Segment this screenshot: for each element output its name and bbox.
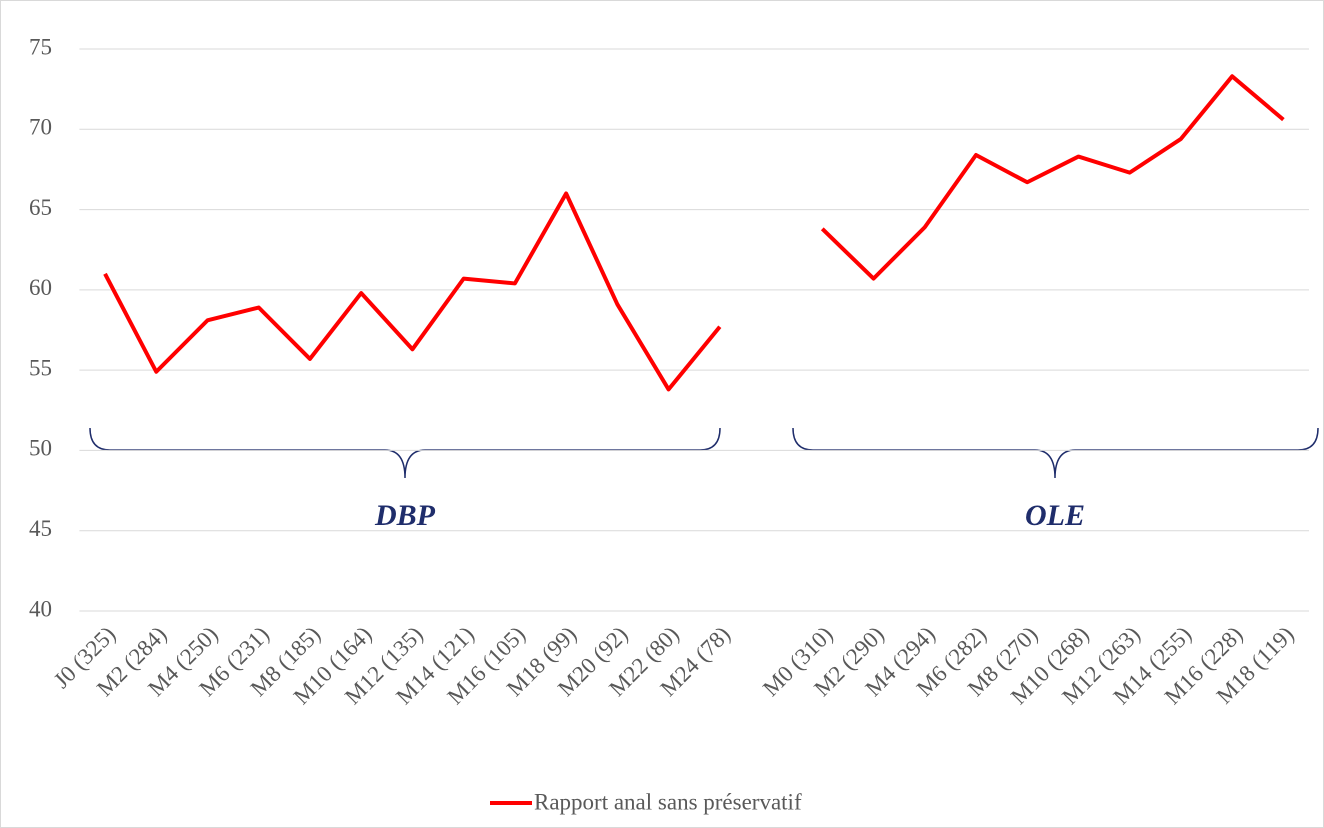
group-label: DBP [374, 499, 436, 532]
y-tick-label: 45 [29, 516, 52, 541]
y-tick-label: 55 [29, 355, 52, 380]
brace [792, 427, 1319, 479]
y-tick-label: 40 [29, 596, 52, 621]
y-tick-label: 65 [29, 195, 52, 220]
y-tick-label: 50 [29, 436, 52, 461]
y-tick-label: 70 [29, 115, 52, 140]
group-label: OLE [1025, 499, 1085, 532]
y-tick-label: 60 [29, 275, 52, 300]
legend-label: Rapport anal sans préservatif [534, 789, 802, 814]
y-tick-label: 75 [29, 34, 52, 59]
brace [89, 427, 721, 479]
line [103, 74, 1285, 392]
